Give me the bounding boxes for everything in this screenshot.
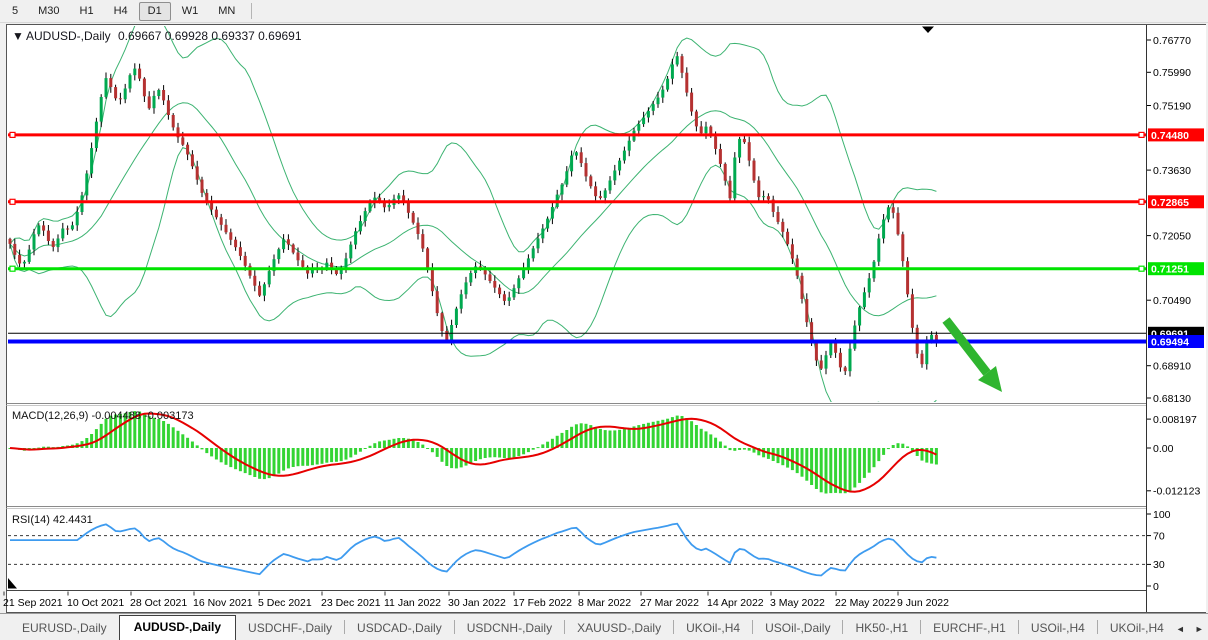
- price-tick: 0.72050: [1153, 230, 1191, 242]
- date-tick: 9 Jun 2022: [897, 597, 949, 609]
- timeframe-button-M30[interactable]: M30: [38, 4, 60, 17]
- timeframe-button-5[interactable]: 5: [12, 4, 19, 17]
- macd-tick: 0.008197: [1153, 414, 1197, 426]
- price-tick: 0.70490: [1153, 295, 1191, 307]
- macd-pane: [8, 411, 938, 494]
- rsi-tick: 100: [1153, 509, 1171, 521]
- chart-window: ▼ AUDUSD-,Daily 0.69667 0.69928 0.69337 …: [3, 24, 1206, 613]
- tab-separator: [564, 620, 566, 634]
- candlesticks: [8, 51, 938, 377]
- symbol-tabs: EURUSD-,Daily AUDUSD-,Daily USDCHF-,Daily U…: [10, 615, 1176, 640]
- date-tick: 21 Sep 2021: [3, 597, 63, 609]
- chart-ohlc-values: 0.69667 0.69928 0.69337 0.69691: [118, 29, 302, 43]
- macd-label: MACD(12,26,9) -0.004488 -0.003173: [12, 410, 194, 422]
- bollinger-bands: [9, 26, 937, 402]
- date-tick: 22 May 2022: [835, 597, 896, 609]
- tab-audusd-daily[interactable]: AUDUSD-,Daily: [118, 615, 237, 640]
- rsi-tick: 70: [1153, 530, 1165, 542]
- rsi-tick: 0: [1153, 581, 1159, 593]
- macd-tick: -0.012123: [1153, 486, 1200, 498]
- date-tick: 5 Dec 2021: [258, 597, 312, 609]
- price-scale[interactable]: [1147, 25, 1206, 612]
- price-badge-0.71251: 0.71251: [1151, 264, 1189, 276]
- pane-separators: [6, 25, 1206, 612]
- tab-separator: [344, 620, 346, 634]
- tab-xauusd-daily[interactable]: XAUUSD-,Daily: [577, 621, 662, 635]
- timeframe-button-W1[interactable]: W1: [181, 4, 199, 17]
- rsi-tick: 30: [1153, 559, 1165, 571]
- rsi-pane: [8, 522, 1146, 577]
- price-tick: 0.76770: [1153, 35, 1191, 47]
- tab-eurusd-daily[interactable]: EURUSD-,Daily: [22, 621, 107, 635]
- price-badge-0.69494: 0.69494: [1151, 337, 1189, 349]
- dropdown-triangle-icon: ▼: [12, 29, 24, 43]
- tab-separator: [1017, 620, 1019, 634]
- date-tick: 30 Jan 2022: [448, 597, 506, 609]
- tab-separator: [1096, 620, 1098, 634]
- timeframe-button-MN[interactable]: MN: [218, 4, 236, 17]
- rsi-label: RSI(14) 42.4431: [12, 514, 93, 526]
- timeframe-toolbar: 5 M30 H1 H4 D1 W1 MN: [0, 0, 1208, 23]
- chart-symbol-title: AUDUSD-,Daily: [26, 29, 111, 43]
- price-badge-0.72865: 0.72865: [1151, 197, 1189, 209]
- tab-ukoil-h4[interactable]: UKOil-,H4: [1109, 621, 1164, 635]
- price-tick: 0.68130: [1153, 393, 1191, 405]
- tab-usdcnh-daily[interactable]: USDCNH-,Daily: [466, 621, 553, 635]
- price-tick: 0.68910: [1153, 361, 1191, 373]
- date-scale[interactable]: [7, 591, 1146, 612]
- price-axis[interactable]: 0.76770 0.75990 0.75190 0.73630 0.72050 0.704…: [1147, 25, 1206, 612]
- date-tick: 8 Mar 2022: [578, 597, 631, 609]
- timeframe-button-H4[interactable]: H4: [113, 4, 128, 17]
- date-tick: 10 Oct 2021: [67, 597, 124, 609]
- tab-usoil-h4[interactable]: USOil-,H4: [1030, 621, 1085, 635]
- timeframe-button-D1[interactable]: D1: [138, 1, 171, 21]
- macd-tick: 0.00: [1153, 443, 1174, 455]
- tab-usdchf-daily[interactable]: USDCHF-,Daily: [248, 621, 333, 635]
- tab-scroll-controls: ◄ ►: [1176, 624, 1208, 640]
- price-badge-0.74480: 0.74480: [1151, 130, 1189, 142]
- date-tick: 16 Nov 2021: [193, 597, 253, 609]
- price-tick: 0.75990: [1153, 67, 1191, 79]
- tab-usdcad-daily[interactable]: USDCAD-,Daily: [357, 621, 442, 635]
- date-tick: 17 Feb 2022: [513, 597, 572, 609]
- tab-eurchf-h1[interactable]: EURCHF-,H1: [933, 621, 1006, 635]
- tab-separator: [453, 620, 455, 634]
- tab-hk50-h1[interactable]: HK50-,H1: [855, 621, 909, 635]
- date-tick: 28 Oct 2021: [130, 597, 187, 609]
- horizontal-level-lines: [8, 131, 1146, 344]
- toolbar-separator: [251, 3, 253, 19]
- symbol-tab-bar: EURUSD-,Daily AUDUSD-,Daily USDCHF-,Daily U…: [0, 613, 1208, 640]
- tab-usoil-daily[interactable]: USOil-,Daily: [765, 621, 831, 635]
- tab-separator: [673, 620, 675, 634]
- date-tick: 23 Dec 2021: [321, 597, 381, 609]
- chart-background: [6, 24, 1206, 613]
- chart-markers: [8, 26, 934, 589]
- tab-separator: [752, 620, 754, 634]
- timeframe-button-H1[interactable]: H1: [79, 4, 94, 17]
- tab-scroll-left-icon[interactable]: ◄: [1175, 624, 1185, 634]
- tab-separator: [920, 620, 922, 634]
- arrow-annotation[interactable]: [942, 317, 1002, 392]
- price-tick: 0.75190: [1153, 100, 1191, 112]
- date-axis[interactable]: 21 Sep 2021 10 Oct 2021 28 Oct 2021 16 Nov …: [3, 591, 1146, 612]
- date-tick: 3 May 2022: [770, 597, 825, 609]
- date-tick: 27 Mar 2022: [640, 597, 699, 609]
- tab-separator: [842, 620, 844, 634]
- price-tick: 0.73630: [1153, 165, 1191, 177]
- date-tick: 11 Jan 2022: [384, 597, 441, 609]
- tab-scroll-right-icon[interactable]: ►: [1194, 624, 1204, 634]
- tab-ukoil-h4[interactable]: UKOil-,H4: [686, 621, 741, 635]
- date-tick: 14 Apr 2022: [707, 597, 764, 609]
